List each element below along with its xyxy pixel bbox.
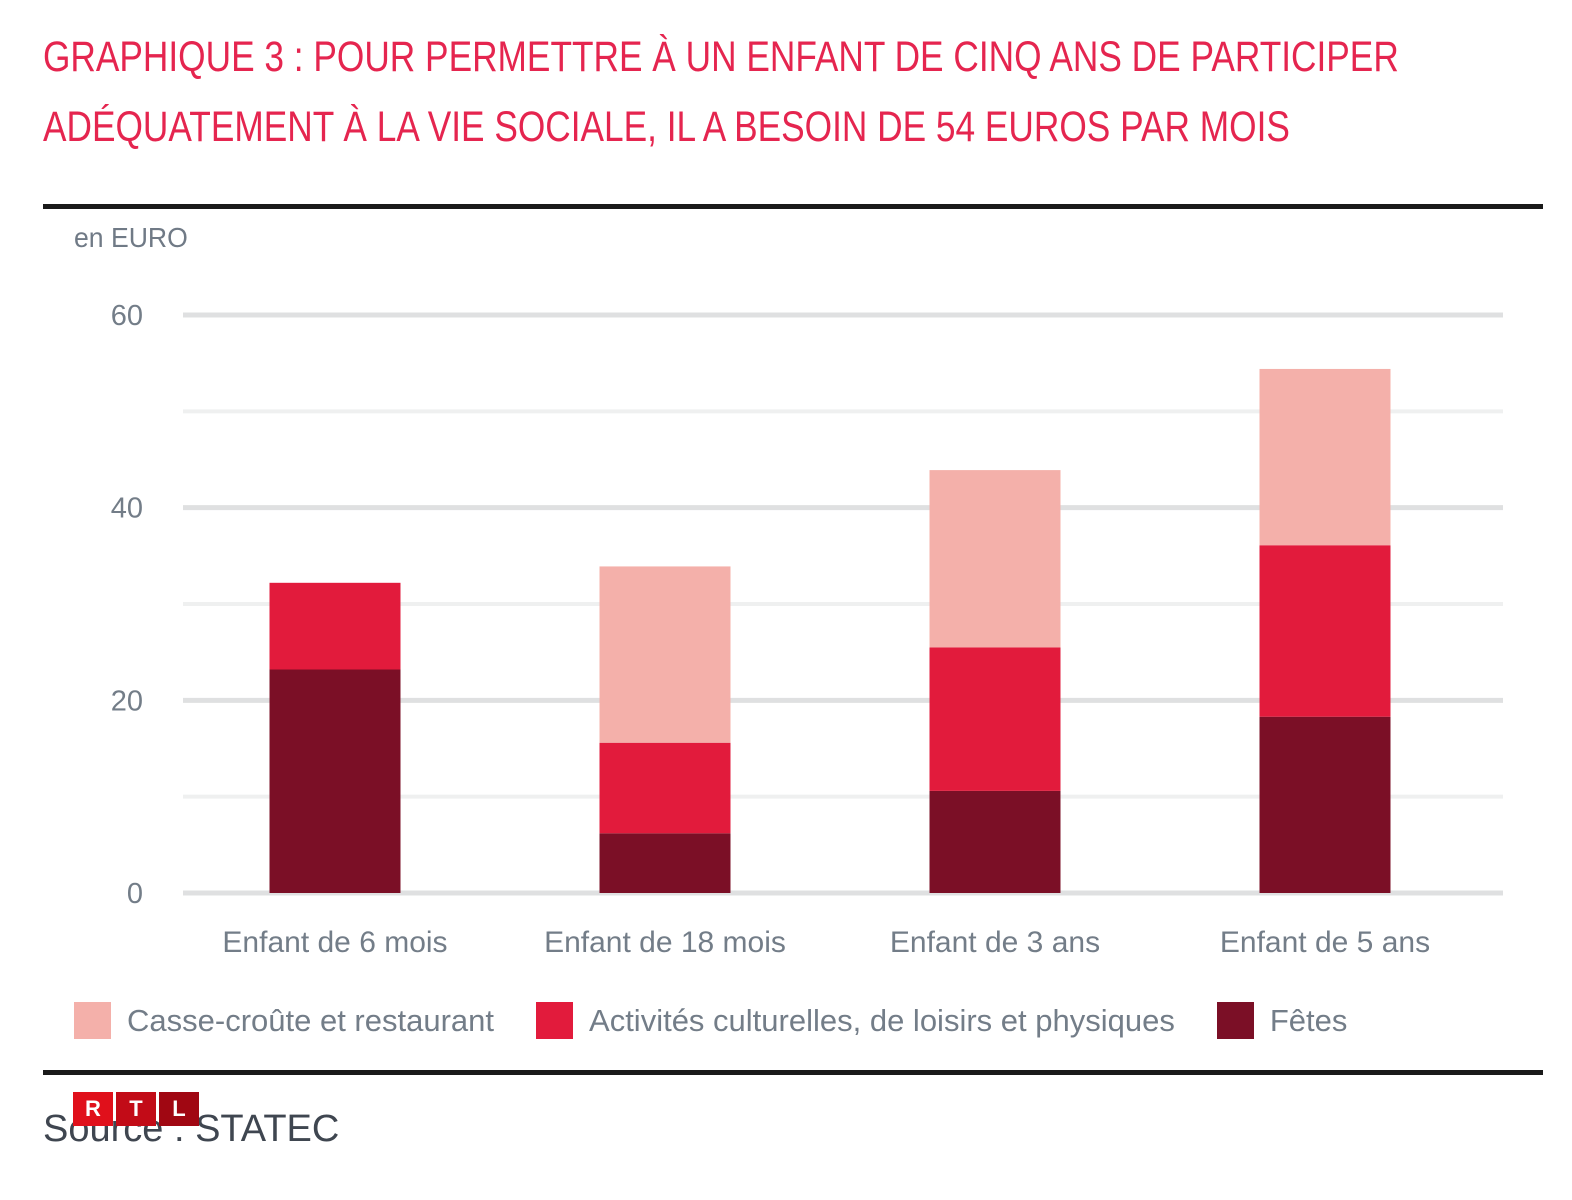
y-tick-label: 0 <box>127 878 143 910</box>
legend-swatch <box>1216 1002 1254 1039</box>
x-tick-label: Enfant de 5 ans <box>1220 926 1430 959</box>
x-axis-ticks: Enfant de 6 mois Enfant de 18 mois Enfant … <box>222 926 1430 959</box>
bar-segment <box>599 742 731 834</box>
bar-segment <box>599 566 731 743</box>
legend-swatch <box>74 1002 111 1039</box>
chart-title-line-1: GRAPHIQUE 3 : POUR PERMETTRE À UN ENFANT… <box>43 33 1399 81</box>
top-divider <box>43 204 1543 209</box>
legend-label: Activités culturelles, de loisirs et phy… <box>589 1002 1175 1038</box>
y-axis-ticks: 0 20 40 60 <box>111 300 143 910</box>
legend-label: Casse-croûte et restaurant <box>127 1002 495 1038</box>
rtl-logo-letter: T <box>116 1092 156 1126</box>
chart-title-line-2: ADÉQUATEMENT À LA VIE SOCIALE, IL A BESO… <box>43 103 1290 151</box>
legend-item: Activités culturelles, de loisirs et phy… <box>536 1002 1175 1039</box>
rtl-logo-letter: L <box>159 1092 199 1126</box>
bottom-divider <box>43 1070 1543 1075</box>
rtl-logo-letter: R <box>73 1092 113 1126</box>
chart-title: GRAPHIQUE 3 : POUR PERMETTRE À UN ENFANT… <box>43 22 1399 162</box>
legend-item: Casse-croûte et restaurant <box>74 1002 494 1039</box>
y-tick-label: 20 <box>111 685 143 717</box>
legend-label: Fêtes <box>1269 1002 1348 1038</box>
y-axis-unit-label: en EURO <box>74 222 188 253</box>
y-tick-label: 60 <box>111 300 143 332</box>
legend-item: Fêtes <box>1216 1002 1348 1039</box>
stacked-bar-chart: 0 20 40 60 Enfant de 6 mois Enfant de 18 moi… <box>111 300 1503 959</box>
bar-segment <box>1259 716 1391 893</box>
chart-legend: Casse-croûte et restaurant Activités cult… <box>74 1002 1389 1039</box>
bar-segment <box>599 833 731 893</box>
bar-segment <box>929 790 1061 893</box>
bars <box>269 368 1391 893</box>
y-tick-label: 40 <box>111 493 143 525</box>
bar-segment <box>929 647 1061 791</box>
legend-swatch <box>536 1002 574 1039</box>
x-tick-label: Enfant de 6 mois <box>222 926 447 959</box>
bar-segment <box>269 669 401 893</box>
bar-segment <box>1259 368 1391 546</box>
bar-segment <box>1259 545 1391 717</box>
bar-segment <box>929 470 1061 648</box>
x-tick-label: Enfant de 3 ans <box>890 926 1100 959</box>
bar-segment <box>269 582 401 670</box>
x-tick-label: Enfant de 18 mois <box>544 926 786 959</box>
